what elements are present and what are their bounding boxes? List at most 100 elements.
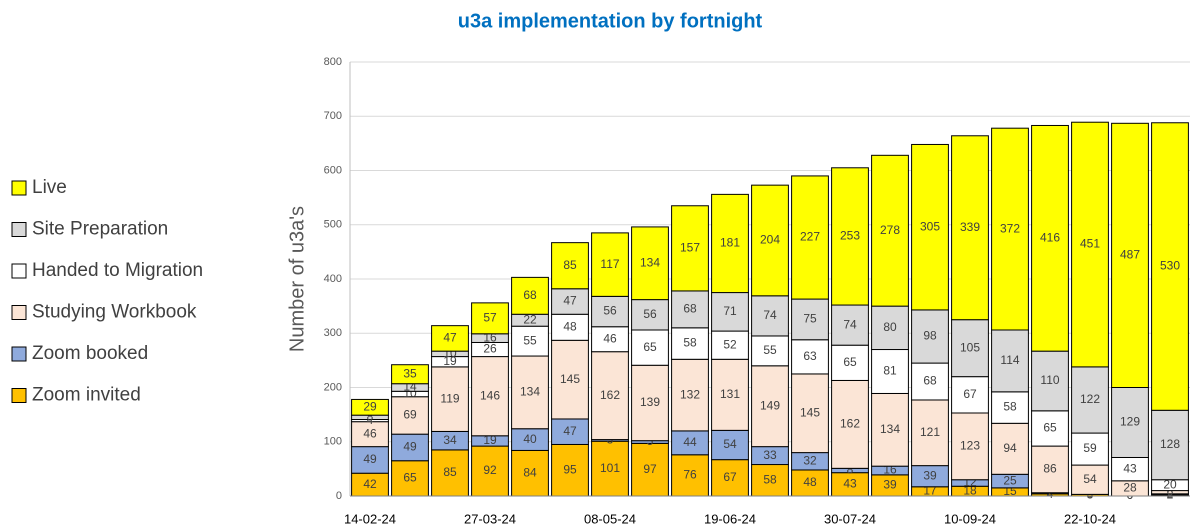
data-label: 94 <box>1003 441 1017 455</box>
data-label: 47 <box>443 331 457 345</box>
data-label: 157 <box>680 241 700 255</box>
data-label: 146 <box>480 388 500 402</box>
data-label: 123 <box>960 439 980 453</box>
data-label: 8 <box>367 410 374 424</box>
bar-segment <box>791 373 829 454</box>
y-tick-label: 100 <box>324 436 342 448</box>
data-label: 97 <box>643 462 657 476</box>
data-label: 39 <box>883 478 897 492</box>
data-label: 67 <box>723 470 737 484</box>
data-label: 128 <box>1160 437 1180 451</box>
bar-segment <box>911 143 949 311</box>
bar-segment <box>631 329 669 366</box>
legend-swatch <box>11 388 27 403</box>
data-label: 339 <box>960 220 980 234</box>
y-tick-label: 0 <box>336 490 342 502</box>
data-label: 48 <box>803 475 817 489</box>
bar-segment <box>911 309 949 364</box>
legend-swatch <box>11 263 27 279</box>
data-label: 121 <box>920 425 940 439</box>
bar-segment <box>831 304 869 346</box>
data-label: 58 <box>763 472 777 486</box>
bar-segment <box>831 379 869 469</box>
bar-segment <box>671 358 709 432</box>
bar-segment <box>951 319 989 378</box>
data-label: 43 <box>843 477 857 491</box>
data-label: 149 <box>760 398 780 412</box>
bar-segment <box>711 459 749 497</box>
bar-segment <box>1151 122 1189 411</box>
bar-segment <box>991 329 1029 393</box>
data-label: 114 <box>1000 353 1019 367</box>
bar-segment <box>351 398 389 416</box>
data-label: 65 <box>643 340 657 354</box>
bar-segment <box>991 422 1029 475</box>
data-label: 105 <box>960 340 980 354</box>
bar-segment <box>951 135 989 321</box>
bar-segment <box>1071 121 1109 368</box>
chart-title: u3a implementation by fortnight <box>458 10 763 32</box>
data-label: 49 <box>363 452 377 466</box>
data-label: 95 <box>563 462 577 476</box>
bar-segment <box>1031 445 1069 494</box>
bar-segment <box>871 392 909 467</box>
data-label: 26 <box>483 342 497 356</box>
bar-segment <box>751 335 789 367</box>
bar-segment <box>391 396 429 435</box>
data-label: 68 <box>923 374 937 388</box>
y-tick-label: 500 <box>324 219 342 231</box>
x-tick-label: 22-10-24 <box>1064 511 1116 526</box>
legend-swatch <box>11 346 27 362</box>
data-label: 98 <box>923 329 937 343</box>
data-label: 122 <box>1080 392 1100 406</box>
y-tick-label: 200 <box>324 381 342 393</box>
data-label: 54 <box>1083 472 1097 486</box>
data-label: 372 <box>1000 221 1020 235</box>
data-label: 65 <box>1043 421 1057 435</box>
x-tick-label: 19-06-24 <box>704 511 756 526</box>
data-label: 181 <box>720 236 740 250</box>
data-label: 416 <box>1040 230 1060 244</box>
data-label: 487 <box>1120 248 1140 262</box>
data-label: 42 <box>363 477 377 491</box>
bar-segment <box>351 421 389 448</box>
data-label: 19 <box>443 354 457 368</box>
data-label: 71 <box>723 304 737 318</box>
bar-segment <box>1031 350 1069 412</box>
data-label: 117 <box>600 257 619 271</box>
data-label: 46 <box>363 426 377 440</box>
data-label: 63 <box>803 349 817 363</box>
bar-segment <box>551 339 589 420</box>
bar-segment <box>791 175 829 300</box>
data-label: 58 <box>683 336 697 350</box>
data-label: 18 <box>963 483 977 497</box>
data-label: 52 <box>723 337 737 351</box>
data-label: 35 <box>403 366 417 380</box>
bar-segment <box>551 313 589 341</box>
data-label: 305 <box>920 219 940 233</box>
bar-segment <box>551 418 589 445</box>
data-label: 54 <box>723 437 737 451</box>
data-label: 48 <box>563 319 577 333</box>
x-tick-label: 27-03-24 <box>464 511 516 526</box>
data-label: 132 <box>680 387 700 401</box>
bar-segment <box>551 443 589 497</box>
data-label: 131 <box>720 387 740 401</box>
bar-segment <box>1111 387 1149 458</box>
bar-segment <box>471 445 509 497</box>
legend-label: Site Preparation <box>32 219 168 240</box>
data-label: 85 <box>443 465 457 479</box>
bar-segment <box>831 167 869 306</box>
bar-segment <box>711 292 749 332</box>
bar-segment <box>391 460 429 497</box>
data-label: 75 <box>803 312 817 326</box>
data-label: 55 <box>763 343 777 357</box>
data-label: 162 <box>600 388 620 402</box>
bar-segment <box>711 358 749 431</box>
bar-segment <box>631 364 669 442</box>
data-label: 22 <box>523 312 537 326</box>
data-label: 29 <box>363 399 377 413</box>
bar-segment <box>831 344 869 381</box>
data-label: 32 <box>803 453 817 467</box>
data-label: 47 <box>563 294 577 308</box>
